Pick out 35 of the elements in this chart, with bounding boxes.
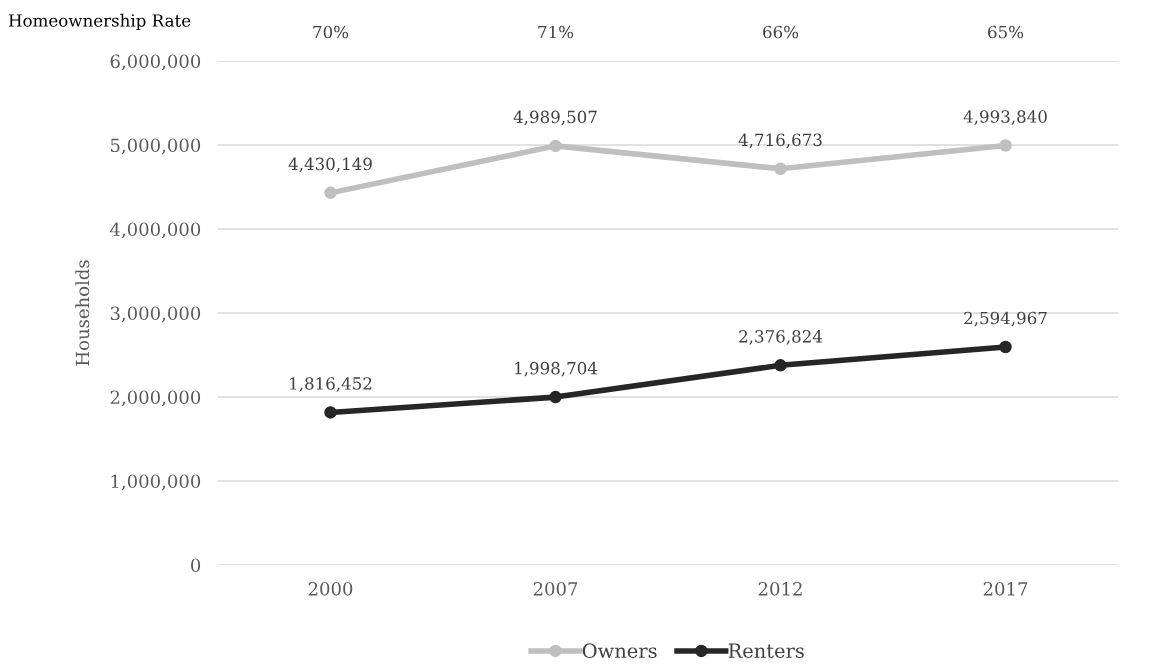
y-tick-label: 3,000,000 — [110, 306, 201, 323]
data-label: 2,594,967 — [964, 311, 1047, 327]
x-tick-label: 2007 — [533, 581, 578, 596]
y-tick-label: 4,000,000 — [110, 222, 201, 239]
y-tick-label: 6,000,000 — [110, 54, 201, 71]
text: 66% — [763, 25, 799, 39]
text: 70% — [313, 25, 349, 39]
point — [324, 406, 337, 419]
legend-label: Renters — [728, 643, 804, 659]
legend-label: Owners — [582, 643, 657, 659]
x-tick-label: 2017 — [983, 581, 1028, 596]
data-label: 1,998,704 — [515, 361, 598, 377]
data-label: 4,989,507 — [513, 110, 597, 126]
point — [549, 390, 562, 404]
point — [999, 340, 1012, 354]
text: 71% — [538, 25, 574, 39]
y-tick-label: 0 — [191, 558, 201, 573]
point — [774, 359, 787, 372]
data-label: 1,816,452 — [290, 377, 372, 392]
y-tick-label: 5,000,000 — [110, 138, 201, 155]
point — [999, 139, 1012, 152]
data-label: 4,716,673 — [738, 133, 822, 149]
text: 65% — [988, 25, 1024, 39]
x-tick-label: 2012 — [758, 581, 802, 596]
y-axis-title: Households — [75, 260, 90, 366]
data-label: 2,376,824 — [739, 330, 823, 345]
data-label: 4,430,149 — [288, 157, 372, 173]
data-label: 4,993,840 — [963, 110, 1047, 125]
x-tick-label: 2000 — [308, 581, 353, 596]
point — [549, 139, 562, 153]
text: Homeownership Rate — [8, 13, 191, 30]
y-tick-label: 1,000,000 — [111, 474, 201, 491]
y-tick-label: 2,000,000 — [110, 390, 201, 407]
point — [324, 186, 337, 200]
point — [774, 162, 787, 176]
